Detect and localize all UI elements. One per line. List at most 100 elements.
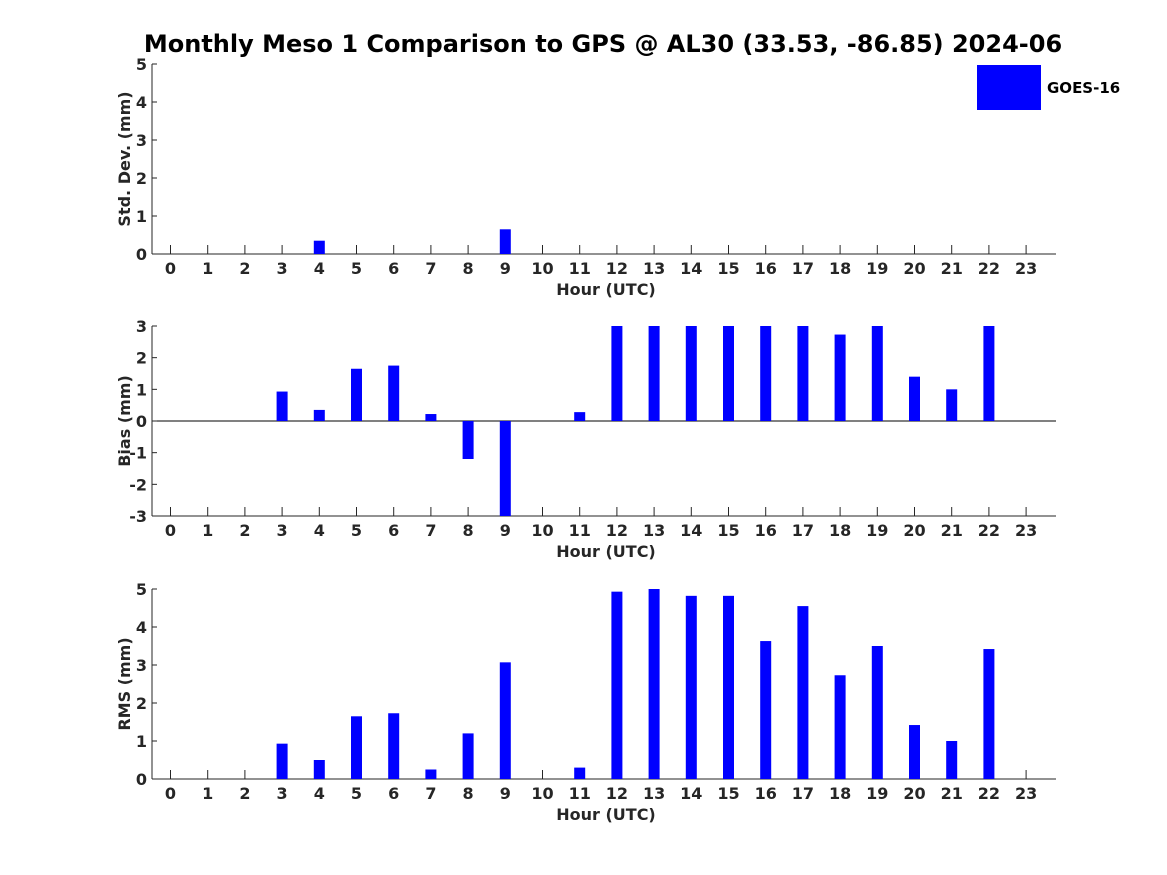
x-tick-label: 14 xyxy=(680,784,702,803)
bar xyxy=(276,391,288,421)
x-tick-label: 6 xyxy=(388,784,399,803)
legend-label: GOES-16 xyxy=(1047,79,1120,97)
y-axis-label: Bias (mm) xyxy=(115,375,134,467)
x-tick-label: 12 xyxy=(606,784,628,803)
x-tick-label: 7 xyxy=(425,784,436,803)
x-tick-label: 16 xyxy=(755,259,777,278)
x-tick-label: 22 xyxy=(978,521,1000,540)
x-tick-label: 21 xyxy=(941,259,963,278)
x-tick-label: 18 xyxy=(829,521,851,540)
x-tick-label: 13 xyxy=(643,784,665,803)
x-tick-label: 23 xyxy=(1015,521,1037,540)
y-tick-label: 5 xyxy=(136,580,147,599)
x-tick-label: 17 xyxy=(792,521,814,540)
x-tick-label: 8 xyxy=(463,784,474,803)
x-tick-label: 20 xyxy=(903,259,925,278)
bar xyxy=(499,421,511,516)
x-tick-label: 1 xyxy=(202,259,213,278)
y-tick-label: 0 xyxy=(136,770,147,789)
bar xyxy=(946,741,958,779)
x-tick-label: 3 xyxy=(277,784,288,803)
bar xyxy=(611,591,623,779)
y-tick-label: 2 xyxy=(136,694,147,713)
x-axis-label: Hour (UTC) xyxy=(556,280,656,299)
bar xyxy=(723,595,734,779)
x-tick-label: 8 xyxy=(463,521,474,540)
bar xyxy=(462,733,474,779)
bar xyxy=(276,743,288,779)
bar xyxy=(983,649,995,779)
bar xyxy=(499,662,511,779)
bar xyxy=(648,326,660,421)
x-tick-label: 8 xyxy=(463,259,474,278)
x-tick-label: 21 xyxy=(941,521,963,540)
bar xyxy=(499,229,511,254)
y-tick-label: -3 xyxy=(129,507,147,526)
bar xyxy=(388,713,400,779)
y-tick-label: -2 xyxy=(129,475,147,494)
bar xyxy=(462,421,474,459)
x-tick-label: 0 xyxy=(165,784,176,803)
bar xyxy=(723,326,734,421)
x-tick-label: 13 xyxy=(643,521,665,540)
x-tick-label: 5 xyxy=(351,521,362,540)
y-tick-label: 3 xyxy=(136,131,147,150)
bar xyxy=(313,240,325,254)
y-tick-label: 0 xyxy=(136,245,147,264)
bar xyxy=(351,368,362,421)
x-tick-label: 3 xyxy=(277,521,288,540)
y-tick-label: 2 xyxy=(136,349,147,368)
legend: GOES-16 xyxy=(977,65,1120,110)
x-tick-label: 10 xyxy=(531,784,553,803)
x-tick-label: 1 xyxy=(202,784,213,803)
bar xyxy=(834,334,846,421)
y-tick-label: 3 xyxy=(136,656,147,675)
x-tick-label: 17 xyxy=(792,259,814,278)
chart-title: Monthly Meso 1 Comparison to GPS @ AL30 … xyxy=(144,30,1062,58)
x-tick-label: 22 xyxy=(978,259,1000,278)
x-tick-label: 15 xyxy=(717,259,739,278)
x-tick-label: 20 xyxy=(903,521,925,540)
bar xyxy=(909,725,920,779)
x-axis-label: Hour (UTC) xyxy=(556,805,656,824)
x-tick-label: 14 xyxy=(680,521,702,540)
y-tick-label: 4 xyxy=(136,618,147,637)
x-tick-label: 22 xyxy=(978,784,1000,803)
x-tick-label: 9 xyxy=(500,259,511,278)
bar xyxy=(760,641,772,779)
y-tick-label: 1 xyxy=(136,207,147,226)
x-axis-label: Hour (UTC) xyxy=(556,542,656,561)
x-tick-label: 9 xyxy=(500,784,511,803)
x-tick-label: 9 xyxy=(500,521,511,540)
bar xyxy=(685,326,697,421)
x-tick-label: 17 xyxy=(792,784,814,803)
y-tick-label: 4 xyxy=(136,93,147,112)
x-tick-label: 4 xyxy=(314,259,325,278)
x-tick-label: 18 xyxy=(829,784,851,803)
x-tick-label: 0 xyxy=(165,259,176,278)
y-tick-label: -1 xyxy=(129,444,147,463)
x-tick-label: 2 xyxy=(239,784,250,803)
x-tick-label: 7 xyxy=(425,259,436,278)
bar xyxy=(425,769,437,779)
x-tick-label: 10 xyxy=(531,259,553,278)
bar xyxy=(871,646,883,779)
x-tick-label: 5 xyxy=(351,259,362,278)
x-tick-label: 7 xyxy=(425,521,436,540)
x-tick-label: 2 xyxy=(239,259,250,278)
x-tick-label: 23 xyxy=(1015,259,1037,278)
bar xyxy=(425,414,437,421)
bar xyxy=(388,365,400,421)
y-axis-label: Std. Dev. (mm) xyxy=(115,91,134,226)
x-tick-label: 14 xyxy=(680,259,702,278)
x-tick-label: 6 xyxy=(388,521,399,540)
x-tick-label: 18 xyxy=(829,259,851,278)
x-tick-label: 4 xyxy=(314,521,325,540)
bar xyxy=(685,595,697,779)
x-tick-label: 20 xyxy=(903,784,925,803)
bar xyxy=(946,389,958,421)
y-tick-label: 2 xyxy=(136,169,147,188)
